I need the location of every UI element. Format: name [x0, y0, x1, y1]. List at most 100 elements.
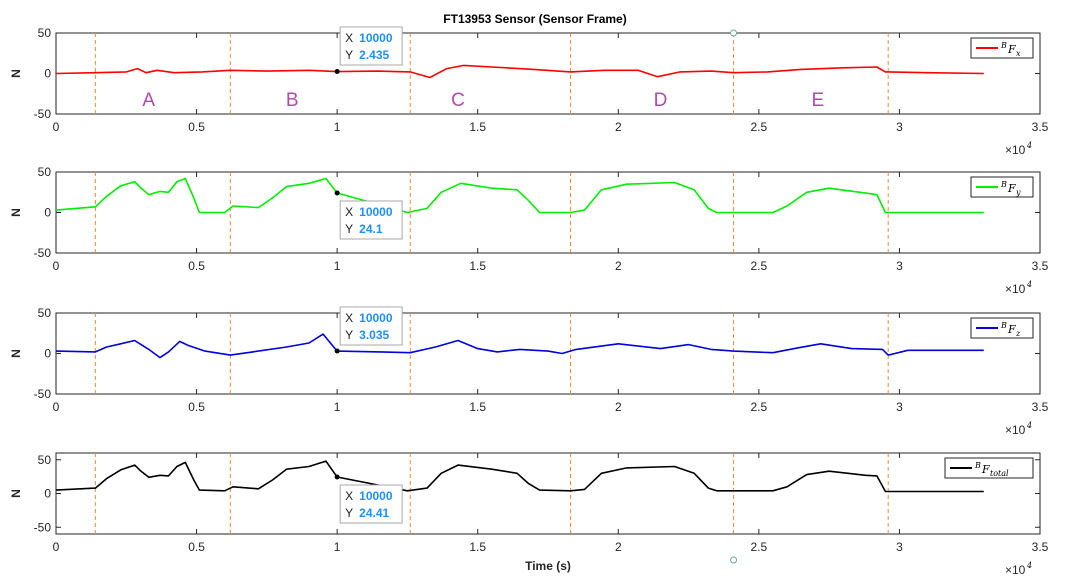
y-tick-label: -50: [34, 246, 52, 260]
x-tick-label: 3: [896, 400, 903, 414]
x-tick-label: 1.5: [469, 259, 486, 273]
x-tick-label: 2: [615, 400, 622, 414]
y-tick-label: 50: [38, 453, 52, 467]
x-tick-label: 1.5: [469, 540, 486, 554]
y-axis-label: N: [9, 489, 23, 498]
legend-label: F: [1007, 323, 1016, 336]
x-tick-label: 2: [615, 120, 622, 134]
datatip-marker[interactable]: [334, 190, 340, 196]
y-axis-label: N: [9, 349, 23, 358]
datatip-x-label: X: [345, 311, 353, 325]
datatip-y-value: 24.1: [359, 222, 383, 236]
segment-label: B: [286, 90, 299, 111]
legend-sup: B: [1000, 180, 1007, 189]
x-tick-label: 1: [334, 540, 341, 554]
legend-sub: total: [990, 469, 1009, 478]
x-tick-label: 0.5: [188, 400, 205, 414]
y-tick-label: 0: [44, 67, 51, 81]
datatip-x-label: X: [345, 489, 353, 503]
y-tick-label: -50: [34, 387, 52, 401]
datatip-box[interactable]: [339, 484, 403, 524]
chart-title: FT13953 Sensor (Sensor Frame): [443, 12, 626, 26]
y-tick-label: 50: [38, 165, 52, 179]
x-tick-label: 2: [615, 259, 622, 273]
legend-box: [970, 176, 1034, 198]
series-line: [55, 460, 984, 493]
legend-label: F: [1007, 43, 1016, 56]
y-tick-label: 50: [38, 26, 52, 40]
segment-label: E: [812, 90, 825, 111]
datatip-y-value: 24.41: [359, 506, 389, 520]
legend-sup: B: [974, 461, 981, 470]
x-tick-label: 3.5: [1032, 540, 1049, 554]
y-tick-label: 0: [44, 206, 51, 220]
legend-sup: B: [1000, 321, 1007, 330]
segment-label: C: [451, 90, 465, 111]
datatip-box[interactable]: [339, 306, 403, 346]
datatip-y-label: Y: [345, 506, 353, 520]
legend-label: F: [981, 463, 990, 476]
cursor-handle[interactable]: [730, 556, 738, 564]
x-tick-label: 0.5: [188, 259, 205, 273]
x-tick-label: 3: [896, 120, 903, 134]
datatip-marker[interactable]: [334, 348, 340, 354]
series-line: [55, 333, 984, 359]
legend-sub: z: [1015, 329, 1021, 338]
x-exponent-power: 4: [1026, 421, 1032, 430]
x-tick-label: 2.5: [751, 540, 768, 554]
x-tick-label: 1: [334, 120, 341, 134]
x-tick-label: 3: [896, 259, 903, 273]
x-tick-label: 2.5: [751, 400, 768, 414]
y-tick-label: 50: [38, 306, 52, 320]
x-tick-label: 0: [53, 120, 60, 134]
datatip-marker[interactable]: [334, 69, 340, 75]
datatip-y-label: Y: [345, 48, 353, 62]
y-axis-label: N: [9, 69, 23, 78]
y-tick-label: -50: [34, 520, 52, 534]
x-tick-label: 1: [334, 400, 341, 414]
x-tick-label: 2: [615, 540, 622, 554]
datatip-x-value: 10000: [359, 489, 393, 503]
x-tick-label: 0.5: [188, 540, 205, 554]
cursor-handle[interactable]: [730, 29, 738, 37]
legend-label: F: [1007, 182, 1016, 195]
x-exponent-label: ×10: [1005, 563, 1026, 577]
series-line: [55, 177, 984, 214]
x-tick-label: 0: [53, 540, 60, 554]
datatip-y-value: 2.435: [359, 48, 389, 62]
x-tick-label: 0: [53, 259, 60, 273]
x-exponent-label: ×10: [1005, 143, 1026, 157]
datatip-marker[interactable]: [334, 474, 340, 480]
x-tick-label: 1.5: [469, 120, 486, 134]
x-tick-label: 2.5: [751, 120, 768, 134]
x-axis-label: Time (s): [525, 559, 571, 573]
legend-box: [944, 457, 1034, 479]
axes-box: [55, 452, 1041, 535]
y-tick-label: -50: [34, 107, 52, 121]
x-tick-label: 3.5: [1032, 400, 1049, 414]
y-tick-label: 0: [44, 347, 51, 361]
datatip-box[interactable]: [339, 200, 403, 240]
x-exponent-power: 4: [1026, 561, 1032, 570]
y-axis-label: N: [9, 208, 23, 217]
segment-label: D: [654, 90, 668, 111]
x-exponent-power: 4: [1026, 280, 1032, 289]
x-tick-label: 0.5: [188, 120, 205, 134]
series-line: [55, 64, 984, 79]
datatip-box[interactable]: [339, 26, 403, 66]
axes-box: [55, 32, 1041, 115]
datatip-y-value: 3.035: [359, 328, 389, 342]
x-exponent-label: ×10: [1005, 423, 1026, 437]
x-exponent-power: 4: [1026, 141, 1032, 150]
legend-box: [970, 317, 1034, 339]
x-tick-label: 3: [896, 540, 903, 554]
x-tick-label: 2.5: [751, 259, 768, 273]
x-tick-label: 3.5: [1032, 259, 1049, 273]
datatip-x-value: 10000: [359, 31, 393, 45]
legend-box: [970, 37, 1034, 59]
segment-label: A: [142, 90, 155, 111]
